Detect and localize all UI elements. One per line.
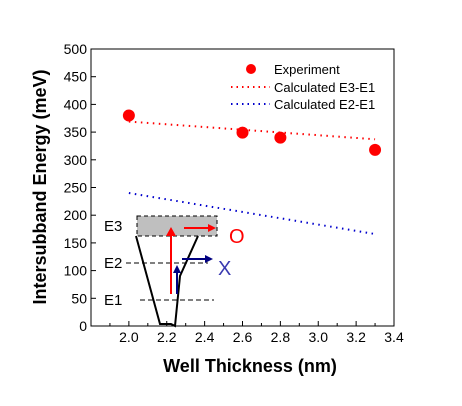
y-tick-label: 200: [64, 207, 88, 223]
inset-forbidden-symbol: X: [218, 258, 231, 280]
y-tick-label: 400: [64, 96, 88, 112]
x-tick-label: 3.2: [346, 329, 366, 345]
experiment-point: [274, 131, 287, 144]
legend: Experiment Calculated E3-E1 Calculated E…: [231, 62, 375, 112]
inset-label-e1: E1: [104, 292, 122, 309]
experiment-point: [122, 109, 135, 122]
series-layer: [122, 109, 382, 236]
inset-arrow-escape-blue-head: [205, 255, 213, 263]
x-tick-label: 2.4: [195, 329, 215, 345]
y-tick-label: 300: [64, 152, 88, 168]
experiment-point: [369, 143, 382, 156]
x-tick-label: 3.4: [384, 329, 404, 345]
series-line-e3-e1: [128, 120, 376, 141]
x-tick-label: 3.0: [309, 329, 329, 345]
inset-arrow-e1-e3-head: [166, 227, 176, 236]
y-axis-title: Intersubband Energy (meV): [30, 69, 50, 304]
y-tick-label: 500: [64, 41, 88, 57]
inset-continuum-band: [136, 215, 218, 237]
x-tick-label: 2.2: [157, 329, 177, 345]
y-tick-label: 50: [71, 290, 87, 306]
experiment-point: [236, 126, 249, 139]
y-tick-label: 450: [64, 69, 88, 85]
y-tick-label: 250: [64, 180, 88, 196]
legend-label-e3e1: Calculated E3-E1: [274, 80, 375, 95]
inset-arrow-escape-red-head: [208, 224, 216, 232]
legend-label-experiment: Experiment: [274, 62, 340, 77]
x-tick-label: 2.0: [119, 329, 139, 345]
inset-well-diagram: E3 E2 E1 O X: [104, 215, 245, 328]
x-axis-title: Well Thickness (nm): [163, 356, 337, 376]
inset-allowed-symbol: O: [229, 226, 245, 248]
y-tick-label: 100: [64, 263, 88, 279]
legend-marker-experiment: [246, 64, 256, 74]
inset-well-profile: [135, 235, 199, 328]
inset-label-e2: E2: [104, 255, 122, 272]
x-tick-label: 2.8: [271, 329, 291, 345]
y-tick-label: 350: [64, 124, 88, 140]
y-tick-label: 150: [64, 235, 88, 251]
inset-arrow-e1-e2-head: [173, 265, 181, 273]
legend-label-e2e1: Calculated E2-E1: [274, 97, 375, 112]
inset-label-e3: E3: [104, 218, 122, 235]
x-tick-label: 2.6: [233, 329, 253, 345]
y-axis: 0 50 100 150 200 250 300 350 400 450 500: [64, 41, 96, 334]
y-tick-label: 0: [79, 318, 87, 334]
x-axis: 2.0 2.2 2.4 2.6 2.8 3.0 3.2 3.4: [109, 321, 404, 345]
